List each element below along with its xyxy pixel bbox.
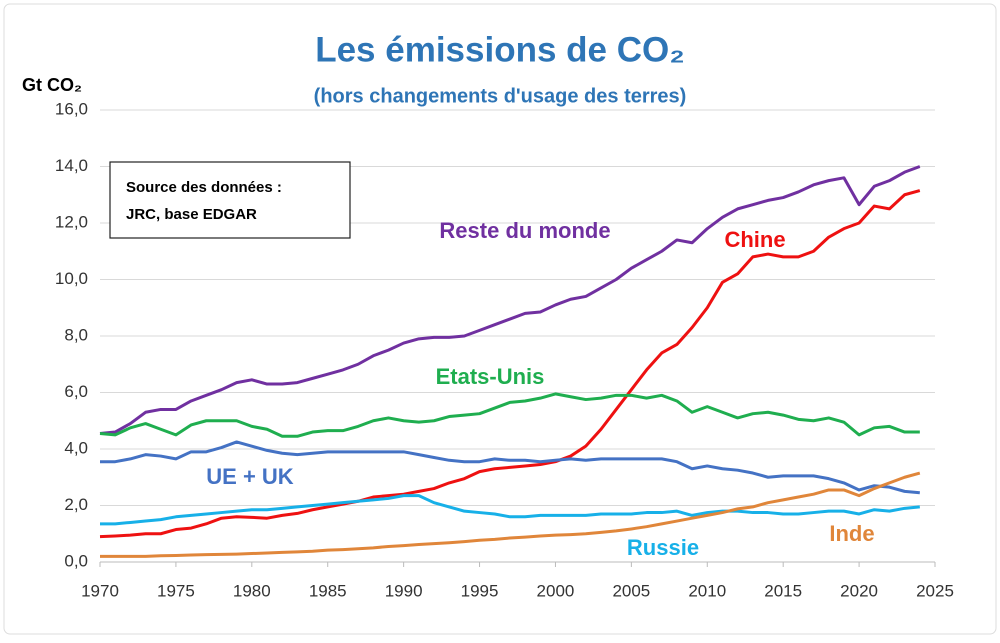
x-tick-label: 1975 bbox=[157, 581, 195, 600]
series-line bbox=[100, 440, 920, 495]
y-tick-label: 2,0 bbox=[64, 495, 88, 514]
x-tick-label: 1985 bbox=[309, 581, 347, 600]
series-label: Chine bbox=[724, 227, 785, 252]
series-line bbox=[99, 392, 920, 438]
y-tick-label: 10,0 bbox=[55, 269, 88, 288]
y-tick-label: 4,0 bbox=[64, 438, 88, 457]
series-line bbox=[100, 471, 921, 558]
x-tick-label: 1970 bbox=[81, 581, 119, 600]
series-label: UE + UK bbox=[206, 464, 294, 489]
x-tick-label: 2025 bbox=[916, 581, 954, 600]
x-tick-label: 2010 bbox=[688, 581, 726, 600]
y-tick-label: 12,0 bbox=[55, 212, 88, 231]
x-tick-label: 2015 bbox=[764, 581, 802, 600]
y-tick-label: 14,0 bbox=[55, 156, 88, 175]
series-label: Etats-Unis bbox=[436, 364, 545, 389]
y-tick-label: 8,0 bbox=[64, 325, 88, 344]
x-tick-label: 1995 bbox=[461, 581, 499, 600]
series-label: Russie bbox=[627, 535, 699, 560]
source-text: JRC, base EDGAR bbox=[126, 206, 257, 223]
plot: 0,0 2,0 4,0 6,0 8,0 10,0 12,0 14,0 16,0 1970 1975 1… bbox=[55, 99, 954, 600]
y-axis-label: Gt CO₂ bbox=[22, 75, 82, 95]
y-tick-label: 0,0 bbox=[64, 551, 88, 570]
chart-title: Les émissions de CO₂ bbox=[315, 30, 685, 69]
series-line bbox=[100, 494, 920, 526]
x-tick-label: 1980 bbox=[233, 581, 271, 600]
series-label: Reste du monde bbox=[439, 218, 610, 243]
series-label: Inde bbox=[829, 521, 874, 546]
y-tick-label: 6,0 bbox=[64, 382, 88, 401]
y-tick-label: 16,0 bbox=[55, 99, 88, 118]
chart-subtitle: (hors changements d'usage des terres) bbox=[314, 85, 687, 107]
x-tick-label: 1990 bbox=[385, 581, 423, 600]
x-tick-label: 2000 bbox=[537, 581, 575, 600]
x-tick-label: 2020 bbox=[840, 581, 878, 600]
x-tick-label: 2005 bbox=[612, 581, 650, 600]
source-box bbox=[109, 161, 351, 239]
series-line bbox=[99, 165, 921, 435]
source-text: Source des données : bbox=[126, 179, 282, 196]
series-line bbox=[99, 189, 921, 539]
